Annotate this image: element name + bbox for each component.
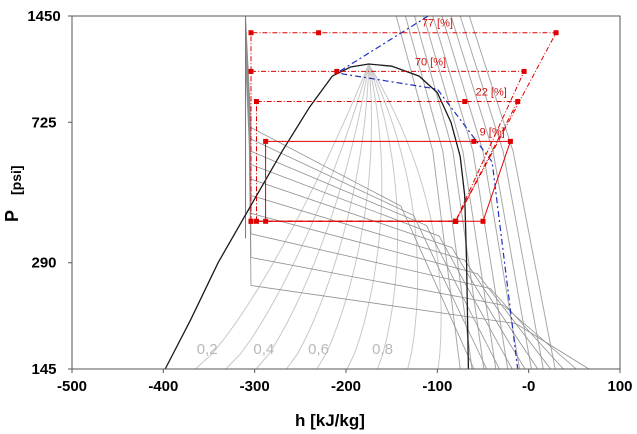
quality-line bbox=[255, 63, 370, 370]
cycle-efficiency-label: 70 [%] bbox=[415, 56, 446, 68]
x-tick-label: -100 bbox=[422, 378, 452, 395]
cycle-efficiency-label: 22 [%] bbox=[476, 87, 507, 99]
quality-line bbox=[195, 63, 370, 370]
cycle-state-point bbox=[263, 218, 269, 224]
y-axis-label: P bbox=[2, 210, 22, 222]
cycle-state-point bbox=[253, 218, 259, 224]
cycle-state-point bbox=[248, 68, 254, 74]
y-axis-unit: [psi] bbox=[8, 165, 24, 195]
cycle-state-point bbox=[263, 138, 269, 144]
quality-label: 0,4 bbox=[253, 341, 274, 358]
cycle-state-point bbox=[553, 30, 559, 36]
saturation-dome bbox=[164, 63, 470, 370]
cycle-state-point bbox=[334, 68, 340, 74]
cycle-state-point bbox=[316, 30, 322, 36]
x-tick-label: 100 bbox=[607, 378, 632, 395]
blue-dashdot-curve bbox=[335, 15, 519, 370]
y-tick-label: 145 bbox=[31, 361, 56, 378]
background-lines: 0,2 0,4 0,6 0,8 bbox=[195, 15, 590, 370]
isentrope-line bbox=[459, 15, 544, 370]
y-tick-label: 725 bbox=[31, 114, 56, 131]
quality-line bbox=[368, 63, 442, 370]
quality-line bbox=[346, 63, 383, 370]
cycle-state-point bbox=[253, 99, 259, 105]
isentrope-line bbox=[414, 15, 485, 370]
x-axis-label: h [kJ/kg] bbox=[295, 411, 365, 430]
isentrope-line bbox=[432, 15, 509, 370]
isentrope-line bbox=[468, 15, 556, 370]
cycle-efficiency-label: 9 [%] bbox=[480, 126, 505, 138]
cycle-state-point bbox=[248, 218, 254, 224]
x-tick-label: -500 bbox=[57, 378, 87, 395]
cycle-efficiency-label: 77 [%] bbox=[422, 18, 453, 30]
cycle-state-point bbox=[471, 138, 477, 144]
isentrope-line bbox=[441, 15, 520, 370]
curves bbox=[164, 15, 519, 370]
quality-line bbox=[225, 63, 370, 370]
quality-label: 0,8 bbox=[372, 341, 393, 358]
quality-label: 0,2 bbox=[197, 341, 218, 358]
x-tick-label: -400 bbox=[148, 378, 178, 395]
cycle-state-point bbox=[507, 138, 513, 144]
axis-ticks: -500 -400 -300 -200 -100 -0 100 1450 725 290 145 bbox=[27, 8, 632, 395]
cycle-state-point bbox=[462, 99, 468, 105]
cycle-state-point bbox=[521, 68, 527, 74]
x-tick-label: -300 bbox=[240, 378, 270, 395]
y-tick-label: 1450 bbox=[27, 8, 60, 25]
cycle-state-point bbox=[515, 99, 521, 105]
isentrope-line bbox=[395, 15, 461, 370]
quality-line bbox=[368, 63, 399, 370]
cycle-state-point bbox=[480, 218, 486, 224]
y-tick-label: 290 bbox=[31, 255, 56, 272]
x-tick-label: -200 bbox=[331, 378, 361, 395]
isentrope-line bbox=[450, 15, 532, 370]
isentrope-line bbox=[423, 15, 497, 370]
isotherm-line bbox=[245, 59, 590, 370]
cycle-state-point bbox=[248, 30, 254, 36]
quality-line bbox=[316, 63, 373, 370]
refrigeration-cycles: 77 [%] 70 [%] 22 [%] 9 [%] bbox=[248, 18, 559, 224]
quality-label: 0,6 bbox=[308, 341, 329, 358]
x-tick-label: -0 bbox=[522, 378, 535, 395]
quality-line bbox=[286, 63, 370, 370]
